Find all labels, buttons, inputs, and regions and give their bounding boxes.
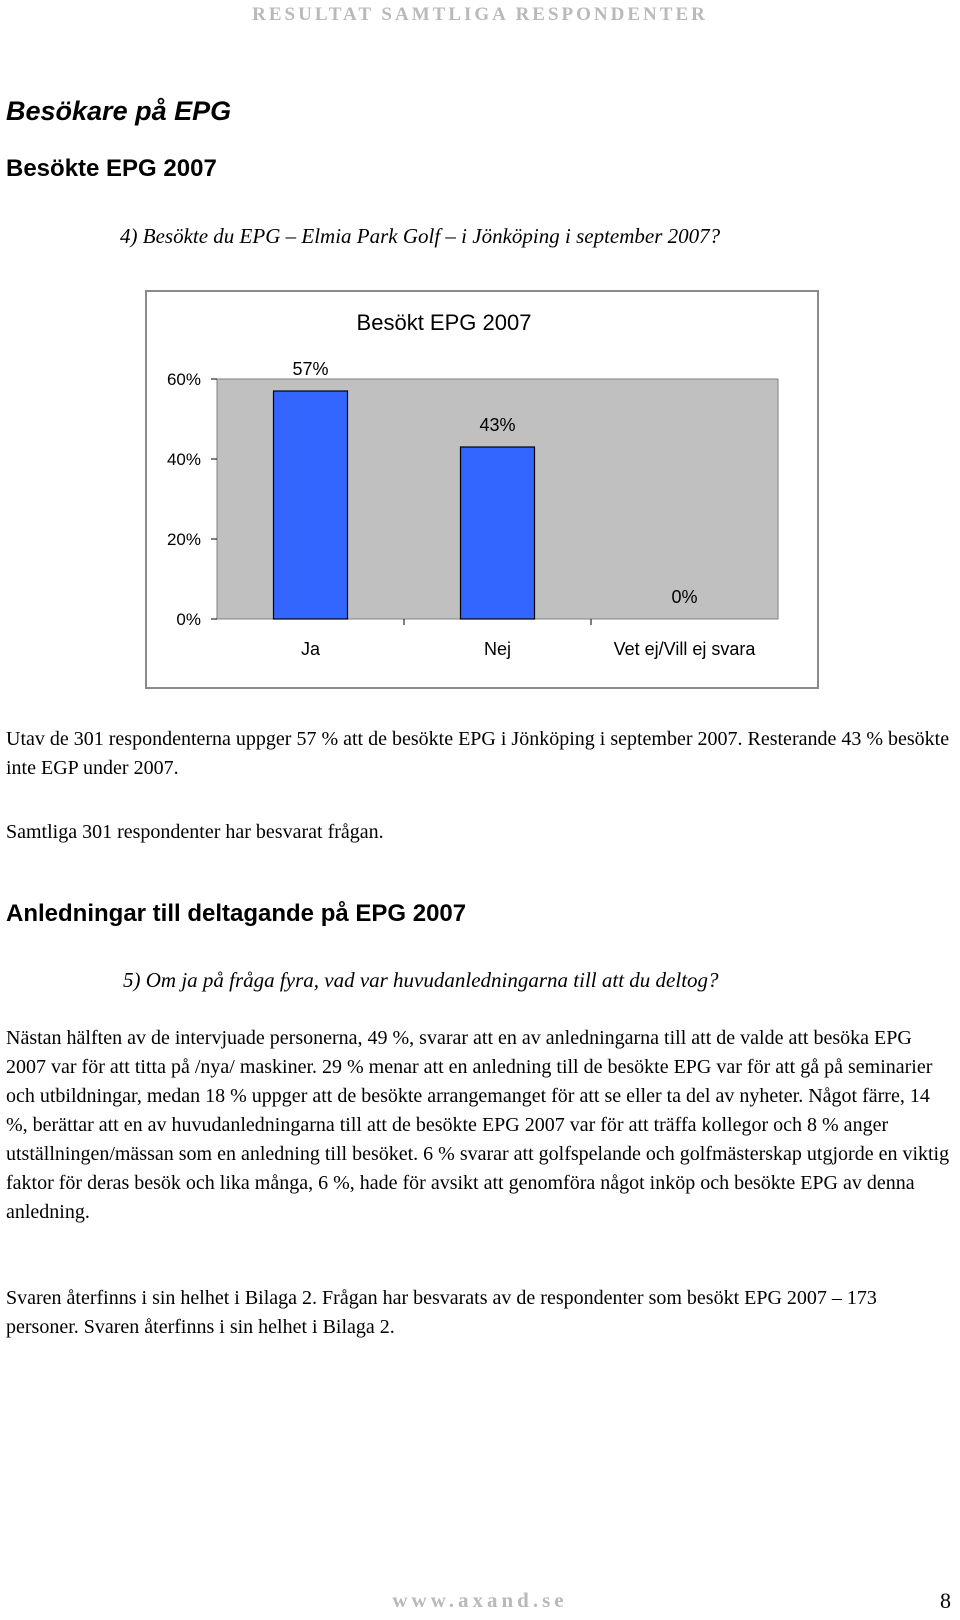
data-label: 43% xyxy=(479,415,515,435)
paragraph-appendix: Svaren återfinns i sin helhet i Bilaga 2… xyxy=(6,1287,877,1338)
running-header: RESULTAT SAMTLIGA RESPONDENTER xyxy=(252,4,708,25)
bar-nej xyxy=(459,446,536,620)
page-number: 8 xyxy=(940,1588,951,1613)
x-category-label: Vet ej/Vill ej svara xyxy=(614,639,757,659)
question-4: 4) Besökte du EPG – Elmia Park Golf – i … xyxy=(120,224,721,248)
x-category-label: Ja xyxy=(301,639,321,659)
y-tick-label: 60% xyxy=(167,370,201,389)
subheading-reasons: Anledningar till deltagande på EPG 2007 xyxy=(6,900,467,927)
section-heading: Besökare på EPG xyxy=(6,96,232,126)
paragraph-reasons: Nästan hälften av de intervjuade persone… xyxy=(6,1027,950,1223)
bar-chart: Besökt EPG 2007 0% 20% 40% 60% 57% Ja 43% Nej 0%… xyxy=(145,290,819,689)
subheading-visited: Besökte EPG 2007 xyxy=(6,155,217,182)
question-5: 5) Om ja på fråga fyra, vad var huvudanl… xyxy=(123,968,719,992)
paragraph-response-count: Samtliga 301 respondenter har besvarat f… xyxy=(6,821,384,843)
chart-title: Besökt EPG 2007 xyxy=(357,310,532,335)
x-category-label: Nej xyxy=(484,639,511,659)
paragraph-result: Utav de 301 respondenterna uppger 57 % a… xyxy=(6,728,950,779)
y-tick-label: 40% xyxy=(167,450,201,469)
y-tick-label: 0% xyxy=(176,610,201,629)
data-label: 57% xyxy=(292,359,328,379)
y-tick-label: 20% xyxy=(167,530,201,549)
data-label: 0% xyxy=(671,587,697,607)
chart-svg: Besökt EPG 2007 0% 20% 40% 60% 57% Ja 43% Nej 0%… xyxy=(167,310,779,659)
bar-ja xyxy=(272,390,349,620)
footer-url: www.axand.se xyxy=(392,1588,568,1612)
